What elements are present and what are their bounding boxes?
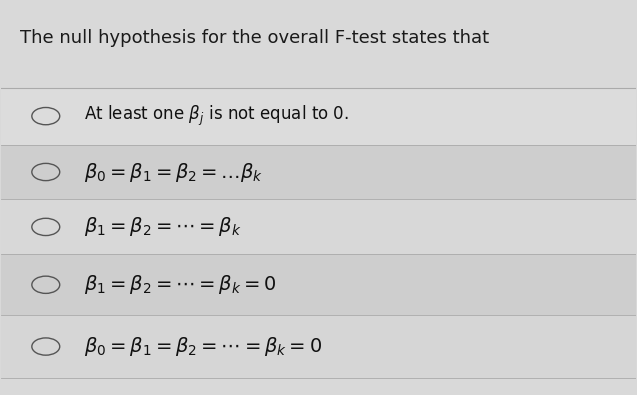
- FancyBboxPatch shape: [1, 145, 636, 199]
- Text: $\beta_0 = \beta_1 = \beta_2 = \ldots \beta_k$: $\beta_0 = \beta_1 = \beta_2 = \ldots \b…: [84, 160, 263, 184]
- Text: The null hypothesis for the overall F-test states that: The null hypothesis for the overall F-te…: [20, 29, 490, 47]
- FancyBboxPatch shape: [1, 88, 636, 145]
- Text: $\beta_1 = \beta_2 = \cdots = \beta_k$: $\beta_1 = \beta_2 = \cdots = \beta_k$: [84, 215, 241, 239]
- Text: $\beta_0 = \beta_1 = \beta_2 = \cdots = \beta_k = 0$: $\beta_0 = \beta_1 = \beta_2 = \cdots = …: [84, 335, 322, 358]
- Text: At least one $\beta_j$ is not equal to 0.: At least one $\beta_j$ is not equal to 0…: [84, 104, 349, 128]
- FancyBboxPatch shape: [1, 199, 636, 254]
- Text: $\beta_1 = \beta_2 = \cdots = \beta_k = 0$: $\beta_1 = \beta_2 = \cdots = \beta_k = …: [84, 273, 276, 296]
- FancyBboxPatch shape: [1, 254, 636, 315]
- FancyBboxPatch shape: [1, 315, 636, 378]
